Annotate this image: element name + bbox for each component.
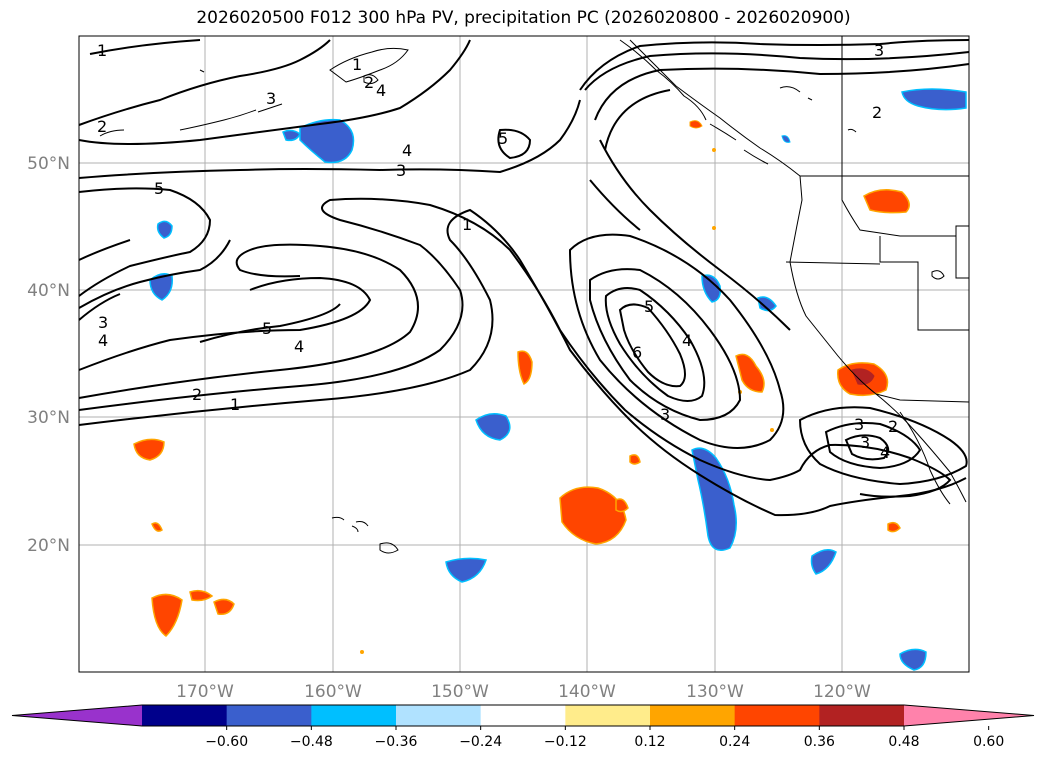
- lat-label: 20°N: [27, 536, 70, 556]
- colorbar-tick-label: 0.24: [719, 734, 750, 750]
- colorbar-outline: [11, 704, 1035, 727]
- contour-label: 3: [396, 161, 406, 180]
- contour-label: 4: [402, 141, 412, 160]
- colorbar-segment: [819, 705, 905, 726]
- contour-label: 1: [462, 215, 472, 234]
- colorbar-segment: [480, 705, 566, 726]
- colorbar-segment: [311, 705, 397, 726]
- contour-label: 5: [154, 179, 164, 198]
- contour-label: 4: [376, 81, 386, 100]
- graticule: [79, 36, 969, 672]
- contour-labels: 1 2 3 4 5 1 2 3 4 5 3 4 3 2 1 5 4 5 6 3 …: [97, 41, 898, 462]
- contour-label: 5: [262, 319, 272, 338]
- contour-label: 3: [860, 433, 870, 452]
- colorbar-tick-label: −0.48: [290, 734, 333, 750]
- lat-label: 40°N: [27, 281, 70, 301]
- contour-label: 4: [682, 331, 692, 350]
- contour-label: 3: [266, 89, 276, 108]
- colorbar-tick-label: −0.60: [205, 734, 248, 750]
- lon-label: 170°W: [176, 682, 234, 702]
- contour-label: 1: [97, 41, 107, 60]
- colorbar-tick-label: 0.48: [888, 734, 919, 750]
- colorbar-segment: [565, 705, 651, 726]
- colorbar-tick-label: 0.60: [973, 734, 1004, 750]
- contour-label: 3: [854, 415, 864, 434]
- contour-label: 4: [880, 443, 890, 462]
- colorbar-tick-label: 0.12: [634, 734, 665, 750]
- map-frame: [78, 35, 970, 673]
- colorbar-tick-label: −0.24: [459, 734, 502, 750]
- lon-label: 140°W: [558, 682, 616, 702]
- contour-label: 4: [294, 337, 304, 356]
- contour-label: 5: [498, 129, 508, 148]
- contour-label: 1: [352, 55, 362, 74]
- contour-label: 3: [660, 405, 670, 424]
- colorbar-tick-label: 0.36: [804, 734, 835, 750]
- contour-label: 4: [98, 331, 108, 350]
- colorbar-segment: [396, 705, 482, 726]
- contour-label: 3: [874, 41, 884, 60]
- colorbar-segment: [142, 705, 228, 726]
- colorbar-tick-label: −0.12: [544, 734, 587, 750]
- colorbar-extend-low: [12, 705, 142, 726]
- colorbar-extend-high: [904, 705, 1034, 726]
- colorbar-ticks: −0.60 −0.48 −0.36 −0.24 −0.12 0.12 0.24 0.36 0.4…: [205, 726, 1004, 750]
- contour-label: 2: [364, 73, 374, 92]
- colorbar: [11, 704, 1035, 727]
- lon-label: 160°W: [304, 682, 362, 702]
- colorbar-segment: [734, 705, 820, 726]
- lon-label: 120°W: [813, 682, 871, 702]
- colorbar-segment: [226, 705, 312, 726]
- lon-label: 130°W: [686, 682, 744, 702]
- contour-label: 2: [192, 385, 202, 404]
- lon-label: 150°W: [431, 682, 489, 702]
- pv-contours: [78, 39, 970, 517]
- precip-positive-areas: [133, 120, 910, 654]
- longitude-labels: 170°W 160°W 150°W 140°W 130°W 120°W: [176, 682, 871, 702]
- map-title: 2026020500 F012 300 hPa PV, precipitatio…: [196, 8, 851, 28]
- lat-label: 30°N: [27, 408, 70, 428]
- contour-label: 2: [97, 117, 107, 136]
- precip-negative-areas: [149, 88, 967, 671]
- contour-label: 6: [632, 343, 642, 362]
- colorbar-tick-label: −0.36: [375, 734, 418, 750]
- contour-label: 2: [888, 417, 898, 436]
- colorbar-segment: [650, 705, 736, 726]
- contour-label: 1: [230, 395, 240, 414]
- latitude-labels: 20°N 30°N 40°N 50°N: [27, 154, 70, 556]
- contour-label: 3: [98, 313, 108, 332]
- lat-label: 50°N: [27, 154, 70, 174]
- contour-label: 2: [872, 103, 882, 122]
- contour-label: 5: [644, 297, 654, 316]
